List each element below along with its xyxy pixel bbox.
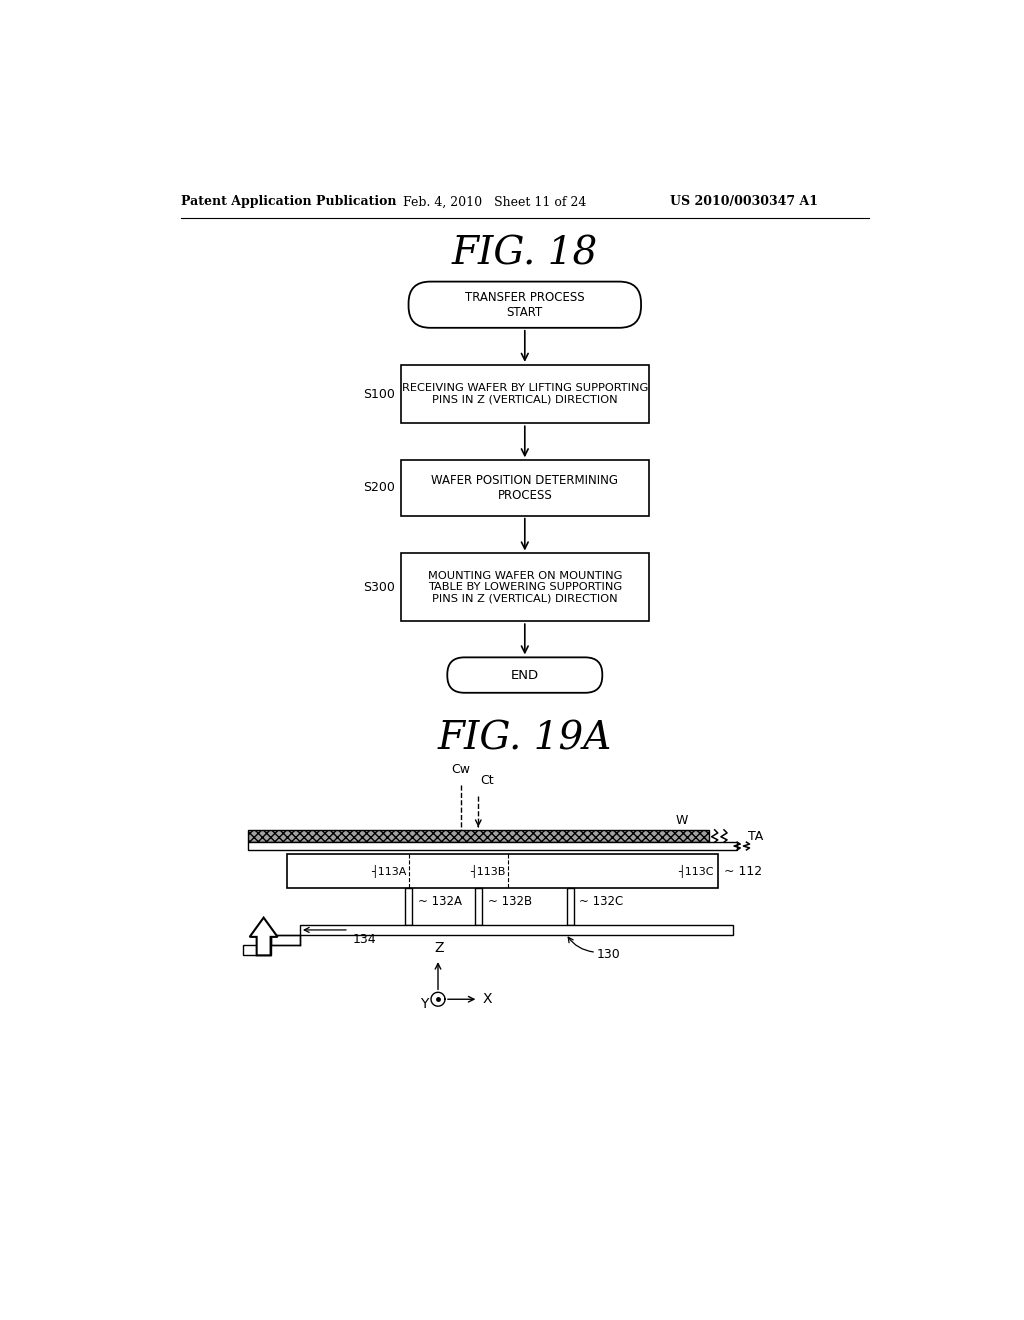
Text: S200: S200	[362, 482, 394, 495]
Bar	[475, 888, 482, 925]
Bar	[271, 936, 300, 945]
Text: Patent Application Publication: Patent Application Publication	[180, 195, 396, 209]
Text: TRANSFER PROCESS
START: TRANSFER PROCESS START	[465, 290, 585, 318]
Text: FIG. 18: FIG. 18	[452, 235, 598, 272]
Text: Cw: Cw	[452, 763, 471, 776]
Text: Y: Y	[420, 997, 429, 1011]
Text: S100: S100	[362, 388, 394, 400]
Text: ┤113C: ┤113C	[678, 865, 714, 878]
Bar	[400, 461, 649, 516]
Text: TA: TA	[748, 829, 763, 842]
Text: ~ 132C: ~ 132C	[579, 895, 624, 908]
Text: Ct: Ct	[480, 774, 494, 787]
Text: ┤113A: ┤113A	[371, 865, 407, 878]
FancyBboxPatch shape	[447, 657, 602, 693]
Bar	[243, 945, 271, 956]
Text: END: END	[511, 668, 539, 681]
Text: W: W	[676, 813, 688, 826]
Bar	[400, 553, 649, 622]
Text: X: X	[482, 993, 492, 1006]
Text: ~ 112: ~ 112	[724, 865, 762, 878]
Text: ┤113B: ┤113B	[470, 865, 506, 878]
Text: ~ 132A: ~ 132A	[418, 895, 462, 908]
Bar	[248, 830, 710, 842]
Bar	[287, 854, 718, 888]
Bar	[248, 842, 737, 850]
FancyBboxPatch shape	[409, 281, 641, 327]
Text: RECEIVING WAFER BY LIFTING SUPPORTING
PINS IN Z (VERTICAL) DIRECTION: RECEIVING WAFER BY LIFTING SUPPORTING PI…	[401, 383, 648, 405]
Bar	[400, 364, 649, 424]
Text: US 2010/0030347 A1: US 2010/0030347 A1	[671, 195, 818, 209]
Bar	[566, 888, 573, 925]
Text: WAFER POSITION DETERMINING
PROCESS: WAFER POSITION DETERMINING PROCESS	[431, 474, 618, 502]
Text: Feb. 4, 2010   Sheet 11 of 24: Feb. 4, 2010 Sheet 11 of 24	[403, 195, 587, 209]
Text: FIG. 19A: FIG. 19A	[437, 721, 612, 758]
Text: 134: 134	[352, 933, 377, 946]
Text: 130: 130	[597, 948, 621, 961]
Text: MOUNTING WAFER ON MOUNTING
TABLE BY LOWERING SUPPORTING
PINS IN Z (VERTICAL) DIR: MOUNTING WAFER ON MOUNTING TABLE BY LOWE…	[428, 570, 622, 603]
Bar	[406, 888, 413, 925]
Text: ~ 132B: ~ 132B	[487, 895, 531, 908]
Polygon shape	[250, 917, 278, 956]
Text: Z: Z	[435, 941, 444, 956]
Bar	[300, 925, 732, 936]
Text: S300: S300	[362, 581, 394, 594]
